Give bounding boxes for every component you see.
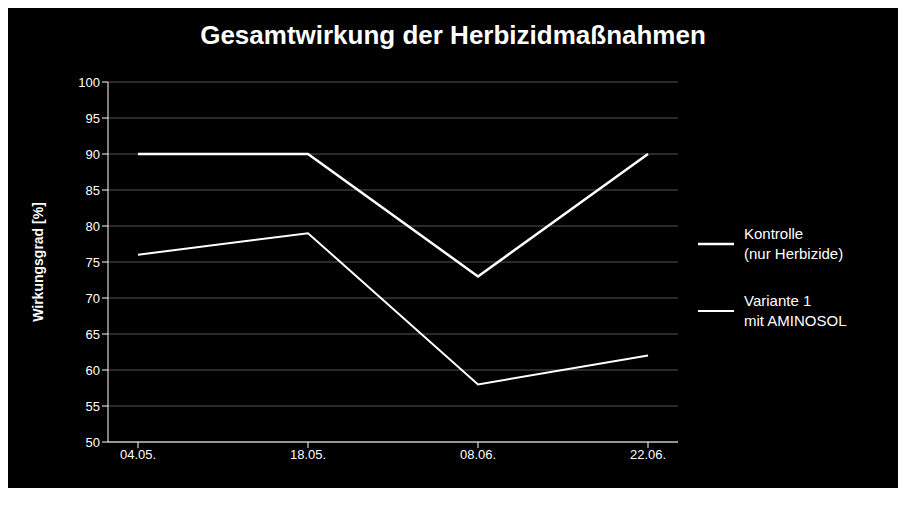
- svg-text:75: 75: [86, 255, 100, 270]
- svg-text:80: 80: [86, 219, 100, 234]
- svg-text:90: 90: [86, 147, 100, 162]
- svg-text:55: 55: [86, 399, 100, 414]
- svg-text:18.05.: 18.05.: [290, 447, 326, 462]
- svg-text:08.06.: 08.06.: [460, 447, 496, 462]
- html-text:Kontrolle (nur Herbizide): Kontrolle (nur Herbizide): [744, 225, 844, 262]
- svg-text:100: 100: [78, 75, 100, 90]
- svg-text:Wirkungsgrad [%]: Wirkungsgrad [%]: [30, 202, 46, 322]
- svg-text:85: 85: [86, 183, 100, 198]
- svg-text:60: 60: [86, 363, 100, 378]
- svg-text:95: 95: [86, 111, 100, 126]
- svg-text:50: 50: [86, 435, 100, 450]
- html-text:Variante 1 mit AMINOSOL: Variante 1 mit AMINOSOL: [744, 292, 847, 329]
- html-text:Gesamtwirkung der Herbizidmaßn: Gesamtwirkung der Herbizidmaßnahmen: [200, 20, 706, 50]
- svg-text:65: 65: [86, 327, 100, 342]
- svg-text:22.06.: 22.06.: [630, 447, 666, 462]
- svg-text:04.05.: 04.05.: [120, 447, 156, 462]
- svg-text:70: 70: [86, 291, 100, 306]
